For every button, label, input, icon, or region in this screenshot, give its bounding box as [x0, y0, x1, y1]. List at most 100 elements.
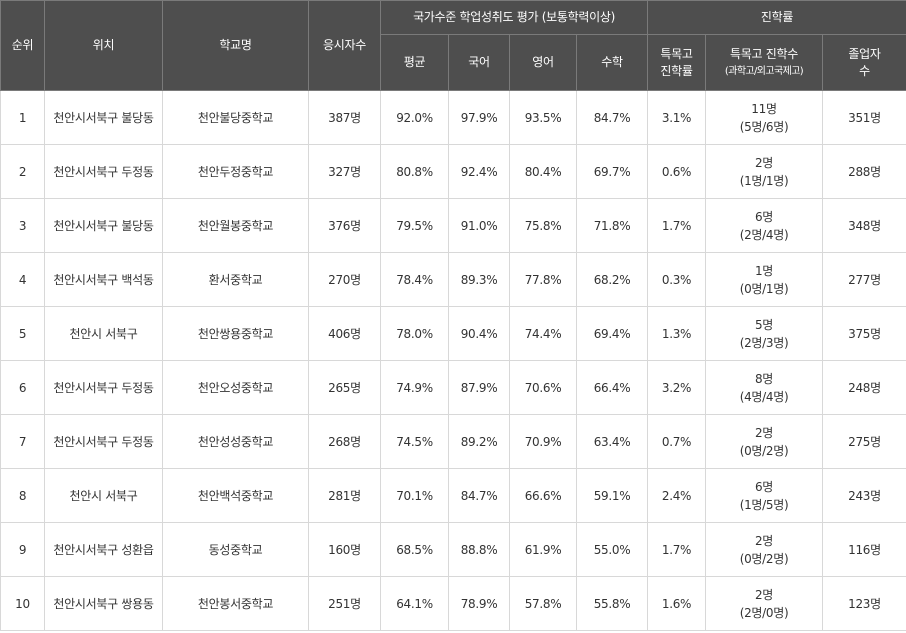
cell-average: 68.5% — [380, 522, 449, 577]
header-applicants: 응시자수 — [308, 0, 381, 91]
table-row: 9 천안시서북구 성환읍 동성중학교 160명 68.5% 88.8% 61.9… — [0, 522, 906, 577]
cell-school: 동성중학교 — [162, 522, 309, 577]
special-count-breakdown: (4명/4명) — [739, 389, 789, 404]
cell-special-rate: 0.7% — [647, 414, 707, 469]
cell-special-rate: 1.7% — [647, 522, 707, 577]
cell-korean: 84.7% — [448, 468, 510, 523]
cell-graduates: 243명 — [822, 468, 906, 523]
cell-school: 천안성성중학교 — [162, 414, 309, 469]
cell-average: 74.9% — [380, 360, 449, 415]
table-row: 4 천안시서북구 백석동 환서중학교 270명 78.4% 89.3% 77.8… — [0, 252, 906, 307]
cell-applicants: 327명 — [308, 144, 381, 199]
cell-special-rate: 0.6% — [647, 144, 707, 199]
table-row: 10 천안시서북구 쌍용동 천안봉서중학교 251명 64.1% 78.9% 5… — [0, 576, 906, 631]
header-special-rate-line2: 진학률 — [660, 63, 693, 78]
cell-english: 93.5% — [509, 90, 577, 145]
cell-location: 천안시서북구 두정동 — [44, 360, 163, 415]
cell-english: 70.6% — [509, 360, 577, 415]
cell-math: 59.1% — [575, 468, 649, 523]
cell-english: 74.4% — [509, 306, 577, 361]
header-special-count-line1: 특목고 진학수 — [730, 46, 798, 61]
table-row: 8 천안시 서북구 천안백석중학교 281명 70.1% 84.7% 66.6%… — [0, 468, 906, 523]
header-graduates: 졸업자 수 — [822, 34, 906, 91]
cell-applicants: 160명 — [308, 522, 381, 577]
cell-applicants: 406명 — [308, 306, 381, 361]
cell-applicants: 376명 — [308, 198, 381, 253]
cell-math: 66.4% — [575, 360, 649, 415]
table-row: 1 천안시서북구 불당동 천안불당중학교 387명 92.0% 97.9% 93… — [0, 90, 906, 145]
cell-school: 천안봉서중학교 — [162, 576, 309, 631]
cell-korean: 87.9% — [448, 360, 510, 415]
cell-average: 74.5% — [380, 414, 449, 469]
cell-special-rate: 1.6% — [647, 576, 707, 631]
cell-english: 61.9% — [509, 522, 577, 577]
cell-location: 천안시서북구 성환읍 — [44, 522, 163, 577]
cell-rank: 9 — [0, 522, 45, 577]
cell-korean: 89.3% — [448, 252, 510, 307]
cell-english: 80.4% — [509, 144, 577, 199]
cell-location: 천안시서북구 두정동 — [44, 414, 163, 469]
cell-location: 천안시 서북구 — [44, 468, 163, 523]
cell-english: 75.8% — [509, 198, 577, 253]
header-graduates-line2: 수 — [859, 63, 870, 78]
header-special-rate: 특목고 진학률 — [647, 34, 707, 91]
cell-rank: 4 — [0, 252, 45, 307]
special-count-total: 1명 — [754, 263, 774, 278]
cell-special-count: 8명 (4명/4명) — [705, 360, 824, 415]
cell-school: 천안백석중학교 — [162, 468, 309, 523]
cell-average: 92.0% — [380, 90, 449, 145]
cell-graduates: 348명 — [822, 198, 906, 253]
cell-special-count: 5명 (2명/3명) — [705, 306, 824, 361]
special-count-breakdown: (1명/1명) — [739, 173, 789, 188]
cell-rank: 8 — [0, 468, 45, 523]
cell-korean: 97.9% — [448, 90, 510, 145]
cell-korean: 91.0% — [448, 198, 510, 253]
cell-korean: 89.2% — [448, 414, 510, 469]
header-location: 위치 — [44, 0, 163, 91]
cell-math: 55.0% — [575, 522, 649, 577]
cell-school: 천안오성중학교 — [162, 360, 309, 415]
cell-average: 78.4% — [380, 252, 449, 307]
cell-location: 천안시서북구 백석동 — [44, 252, 163, 307]
cell-special-count: 6명 (1명/5명) — [705, 468, 824, 523]
header-special-rate-line1: 특목고 — [660, 46, 693, 61]
cell-special-count: 2명 (0명/2명) — [705, 522, 824, 577]
special-count-breakdown: (2명/4명) — [739, 227, 789, 242]
cell-special-count: 2명 (0명/2명) — [705, 414, 824, 469]
header-school: 학교명 — [162, 0, 309, 91]
header-graduates-line1: 졸업자 — [848, 46, 881, 61]
special-count-total: 6명 — [754, 479, 774, 494]
cell-special-rate: 1.7% — [647, 198, 707, 253]
cell-math: 63.4% — [575, 414, 649, 469]
header-rank: 순위 — [0, 0, 45, 91]
cell-applicants: 281명 — [308, 468, 381, 523]
cell-english: 77.8% — [509, 252, 577, 307]
special-count-breakdown: (2명/3명) — [739, 335, 789, 350]
cell-special-rate: 3.1% — [647, 90, 707, 145]
cell-average: 79.5% — [380, 198, 449, 253]
special-count-total: 2명 — [754, 533, 774, 548]
cell-rank: 7 — [0, 414, 45, 469]
cell-korean: 88.8% — [448, 522, 510, 577]
cell-school: 천안불당중학교 — [162, 90, 309, 145]
special-count-total: 2명 — [754, 587, 774, 602]
cell-average: 78.0% — [380, 306, 449, 361]
header-assessment-group: 국가수준 학업성취도 평가 (보통학력이상) — [379, 0, 649, 35]
cell-average: 64.1% — [380, 576, 449, 631]
cell-special-count: 11명 (5명/6명) — [705, 90, 824, 145]
cell-applicants: 265명 — [308, 360, 381, 415]
special-count-breakdown: (0명/2명) — [739, 551, 789, 566]
special-count-total: 8명 — [754, 371, 774, 386]
cell-school: 환서중학교 — [162, 252, 309, 307]
cell-graduates: 116명 — [822, 522, 906, 577]
header-special-count-line2: (과학고/외고국제고) — [724, 65, 804, 77]
cell-math: 84.7% — [575, 90, 649, 145]
cell-location: 천안시서북구 쌍용동 — [44, 576, 163, 631]
cell-rank: 10 — [0, 576, 45, 631]
cell-graduates: 277명 — [822, 252, 906, 307]
special-count-breakdown: (0명/2명) — [739, 443, 789, 458]
special-count-total: 11명 — [751, 101, 777, 116]
cell-location: 천안시서북구 불당동 — [44, 90, 163, 145]
header-english: 영어 — [509, 34, 577, 91]
header-math: 수학 — [575, 34, 649, 91]
